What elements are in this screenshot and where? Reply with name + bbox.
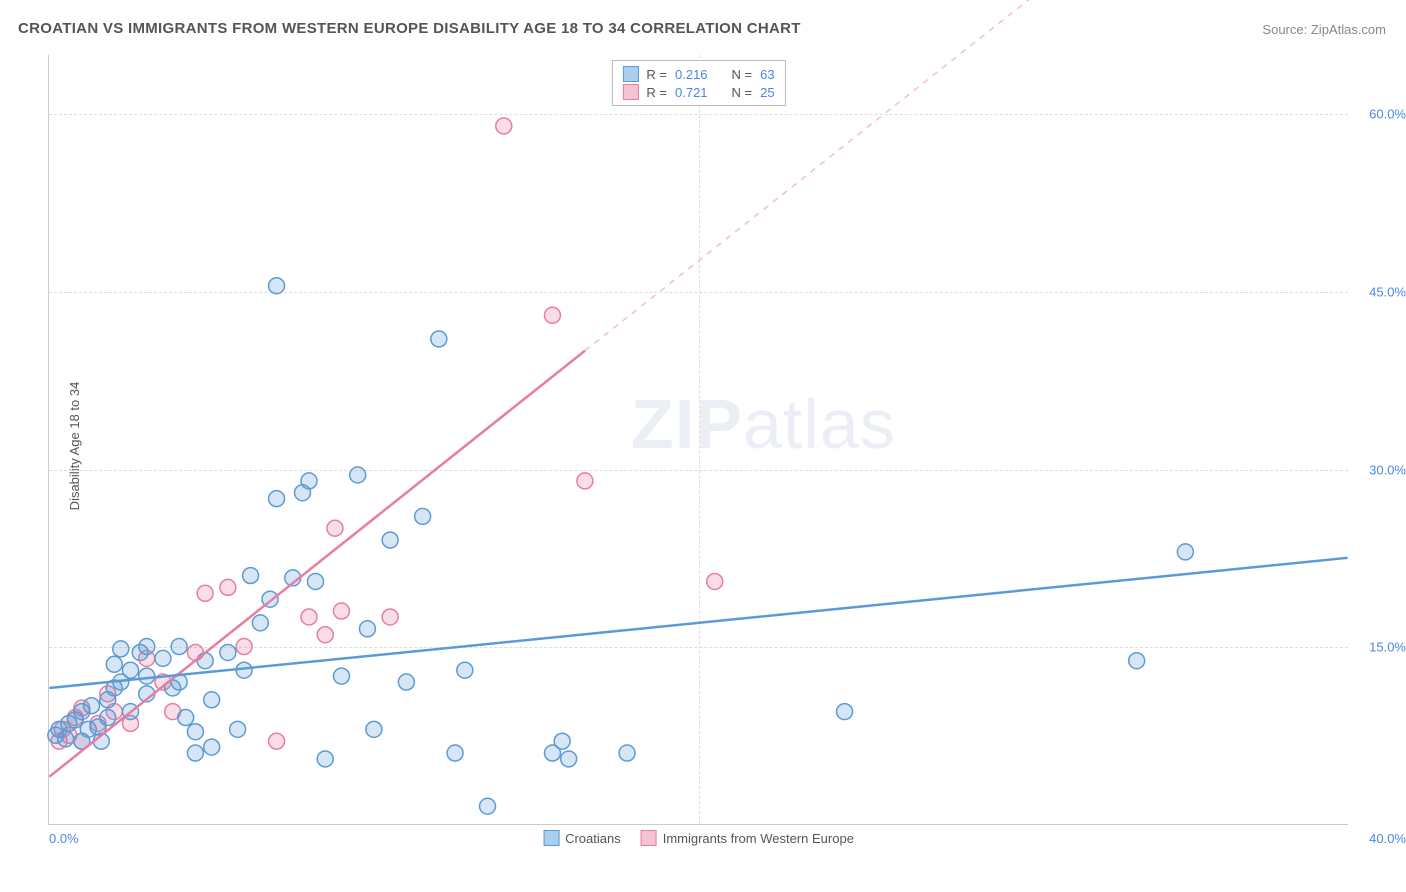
scatter-point-croatians — [359, 621, 375, 637]
scatter-point-croatians — [171, 639, 187, 655]
scatter-point-croatians — [155, 650, 171, 666]
y-tick-label: 15.0% — [1369, 640, 1406, 655]
scatter-point-immigrants — [269, 733, 285, 749]
scatter-point-croatians — [480, 798, 496, 814]
legend-swatch-immigrants — [622, 84, 638, 100]
scatter-point-croatians — [1177, 544, 1193, 560]
scatter-point-croatians — [220, 644, 236, 660]
scatter-point-immigrants — [333, 603, 349, 619]
legend-n-label-2: N = — [732, 85, 753, 100]
legend-correlation: R = 0.216 N = 63 R = 0.721 N = 25 — [611, 60, 785, 106]
legend-label-immigrants: Immigrants from Western Europe — [663, 831, 854, 846]
scatter-point-immigrants — [544, 307, 560, 323]
scatter-point-immigrants — [327, 520, 343, 536]
scatter-point-croatians — [230, 721, 246, 737]
legend-swatch-immigrants-bottom — [641, 830, 657, 846]
chart-plot-area: ZIPatlas 15.0%30.0%45.0%60.0% R = 0.216 … — [48, 55, 1348, 825]
source-link[interactable]: ZipAtlas.com — [1311, 22, 1386, 37]
scatter-point-croatians — [58, 731, 74, 747]
scatter-point-croatians — [366, 721, 382, 737]
y-tick-label: 45.0% — [1369, 284, 1406, 299]
scatter-point-croatians — [431, 331, 447, 347]
legend-r-label-2: R = — [646, 85, 667, 100]
legend-swatch-croatians — [622, 66, 638, 82]
scatter-point-croatians — [106, 656, 122, 672]
scatter-point-croatians — [197, 653, 213, 669]
source-attribution: Source: ZipAtlas.com — [1262, 22, 1386, 37]
regression-line-immigrants — [49, 351, 585, 777]
scatter-point-croatians — [350, 467, 366, 483]
scatter-point-croatians — [139, 639, 155, 655]
legend-item-immigrants: Immigrants from Western Europe — [641, 830, 854, 846]
scatter-point-immigrants — [197, 585, 213, 601]
chart-title: CROATIAN VS IMMIGRANTS FROM WESTERN EURO… — [18, 20, 801, 37]
scatter-point-immigrants — [496, 118, 512, 134]
scatter-point-croatians — [204, 739, 220, 755]
scatter-point-immigrants — [220, 579, 236, 595]
legend-series: Croatians Immigrants from Western Europe — [543, 830, 854, 846]
scatter-point-croatians — [113, 641, 129, 657]
scatter-point-immigrants — [382, 609, 398, 625]
scatter-point-croatians — [447, 745, 463, 761]
scatter-point-immigrants — [577, 473, 593, 489]
source-label: Source: — [1262, 22, 1307, 37]
scatter-point-croatians — [122, 662, 138, 678]
x-tick-max: 40.0% — [1369, 831, 1406, 846]
scatter-point-croatians — [204, 692, 220, 708]
legend-item-croatians: Croatians — [543, 830, 621, 846]
scatter-point-croatians — [415, 508, 431, 524]
legend-swatch-croatians-bottom — [543, 830, 559, 846]
legend-row-croatians: R = 0.216 N = 63 — [622, 65, 774, 83]
scatter-point-croatians — [269, 491, 285, 507]
scatter-point-croatians — [100, 710, 116, 726]
scatter-point-croatians — [187, 724, 203, 740]
y-tick-label: 60.0% — [1369, 107, 1406, 122]
scatter-point-croatians — [382, 532, 398, 548]
legend-label-croatians: Croatians — [565, 831, 621, 846]
scatter-point-croatians — [619, 745, 635, 761]
scatter-point-croatians — [561, 751, 577, 767]
regression-dash-immigrants — [585, 0, 1348, 351]
scatter-point-croatians — [333, 668, 349, 684]
scatter-point-croatians — [301, 473, 317, 489]
y-tick-label: 30.0% — [1369, 462, 1406, 477]
scatter-point-croatians — [457, 662, 473, 678]
scatter-point-croatians — [554, 733, 570, 749]
legend-row-immigrants: R = 0.721 N = 25 — [622, 83, 774, 101]
scatter-point-immigrants — [236, 639, 252, 655]
scatter-point-immigrants — [317, 627, 333, 643]
scatter-point-croatians — [187, 745, 203, 761]
scatter-point-croatians — [139, 668, 155, 684]
legend-n-value-croatians: 63 — [760, 67, 774, 82]
legend-n-value-immigrants: 25 — [760, 85, 774, 100]
scatter-point-croatians — [308, 573, 324, 589]
scatter-point-croatians — [837, 704, 853, 720]
scatter-point-croatians — [398, 674, 414, 690]
scatter-point-immigrants — [301, 609, 317, 625]
scatter-point-croatians — [269, 278, 285, 294]
legend-n-label: N = — [732, 67, 753, 82]
scatter-point-immigrants — [707, 573, 723, 589]
scatter-point-croatians — [178, 710, 194, 726]
scatter-point-croatians — [84, 698, 100, 714]
scatter-svg — [49, 55, 1348, 824]
legend-r-value-croatians: 0.216 — [675, 67, 708, 82]
x-tick-min: 0.0% — [49, 831, 79, 846]
legend-r-label: R = — [646, 67, 667, 82]
legend-r-value-immigrants: 0.721 — [675, 85, 708, 100]
scatter-point-croatians — [252, 615, 268, 631]
scatter-point-croatians — [1129, 653, 1145, 669]
scatter-point-croatians — [243, 568, 259, 584]
scatter-point-croatians — [317, 751, 333, 767]
